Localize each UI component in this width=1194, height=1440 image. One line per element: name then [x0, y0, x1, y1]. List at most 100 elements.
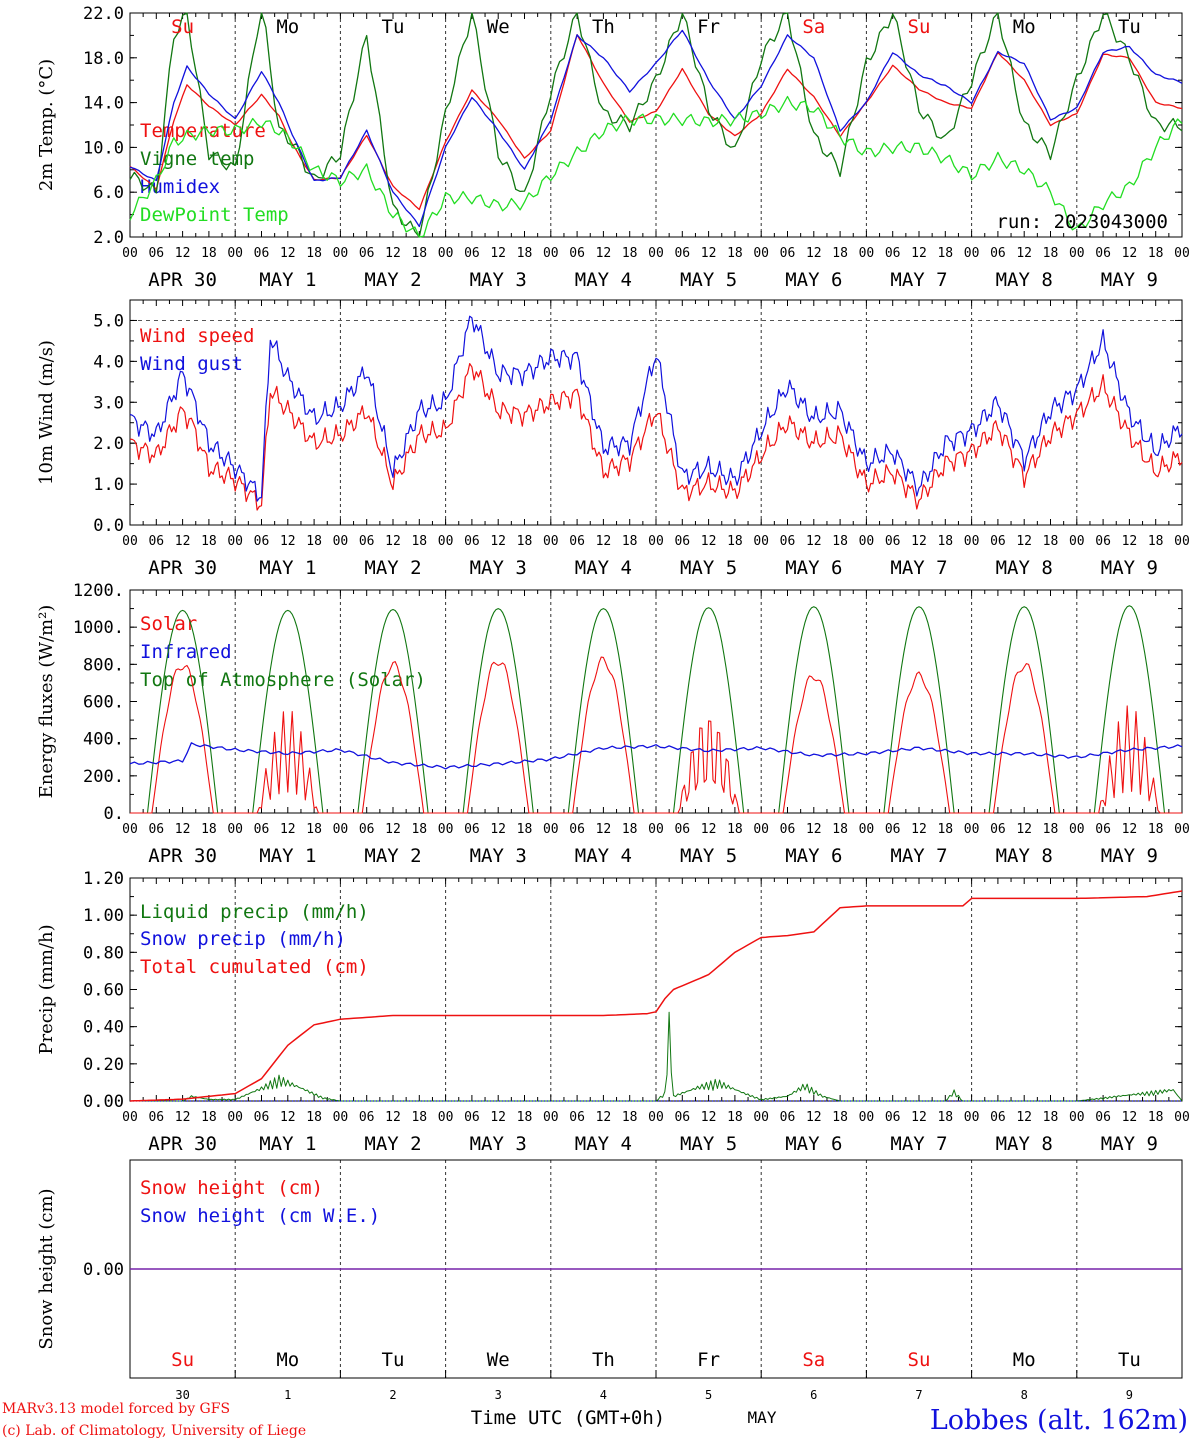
hour-tick-label: 12: [1016, 246, 1032, 261]
series-infrared: [129, 742, 1183, 770]
hour-tick-label: 18: [517, 1110, 533, 1125]
y-tick-label: 4.0: [93, 352, 124, 372]
hour-tick-label: 12: [701, 822, 717, 837]
date-label: MAY 1: [259, 845, 316, 867]
hour-tick-label: 12: [596, 534, 612, 549]
y-tick-label: 1.20: [83, 869, 124, 889]
date-label: MAY 3: [470, 1133, 527, 1155]
hour-tick-label: 00: [753, 1110, 769, 1125]
hour-tick-label: 12: [175, 1110, 191, 1125]
hour-tick-label: 00: [438, 246, 454, 261]
hour-tick-label: 06: [569, 1110, 585, 1125]
y-axis-title: 10m Wind (m/s): [36, 340, 57, 485]
date-label: MAY 4: [575, 557, 632, 579]
date-label: MAY 1: [259, 557, 316, 579]
hour-tick-label: 06: [674, 534, 690, 549]
hour-tick-label: 00: [964, 822, 980, 837]
hour-tick-label: 00: [1174, 246, 1190, 261]
hour-tick-label: 00: [543, 534, 559, 549]
hour-tick-label: 18: [1043, 534, 1059, 549]
hour-tick-label: 00: [1069, 246, 1085, 261]
hour-tick-label: 00: [859, 534, 875, 549]
weekday-label: Mo: [1013, 16, 1036, 38]
date-label: MAY 7: [890, 269, 947, 291]
legend-wind_speed: Wind speed: [140, 325, 254, 347]
hour-tick-label: 18: [517, 246, 533, 261]
hour-tick-label: 06: [359, 534, 375, 549]
hour-tick-label: 00: [227, 246, 243, 261]
hour-tick-label: 06: [990, 246, 1006, 261]
hour-tick-label: 06: [885, 534, 901, 549]
hour-tick-label: 12: [490, 822, 506, 837]
weekday-label: Th: [592, 16, 615, 38]
weekday-label: Mo: [276, 16, 299, 38]
hour-tick-label: 12: [701, 534, 717, 549]
hour-tick-label: 06: [1095, 246, 1111, 261]
credit-line-1: MARv3.13 model forced by GFS: [2, 1401, 230, 1417]
date-label: MAY 7: [890, 845, 947, 867]
hour-tick-label: 06: [254, 534, 270, 549]
hour-tick-label: 06: [254, 822, 270, 837]
day-number: 5: [705, 1388, 712, 1402]
hour-tick-label: 00: [1069, 822, 1085, 837]
day-number: 2: [389, 1388, 396, 1402]
legend-cumulated: Total cumulated (cm): [140, 956, 369, 978]
hour-tick-label: 00: [648, 1110, 664, 1125]
date-label: APR 30: [148, 557, 217, 579]
hour-tick-label: 00: [1069, 534, 1085, 549]
hour-tick-label: 12: [490, 246, 506, 261]
hour-tick-label: 06: [464, 1110, 480, 1125]
hour-tick-label: 06: [464, 534, 480, 549]
day-number: 30: [175, 1388, 189, 1402]
hour-tick-label: 18: [1148, 822, 1164, 837]
hour-tick-label: 00: [227, 534, 243, 549]
panel-2: [129, 299, 1183, 526]
hour-tick-label: 12: [385, 822, 401, 837]
hour-tick-label: 18: [832, 246, 848, 261]
series-temperature: [129, 34, 1183, 211]
date-label: APR 30: [148, 1133, 217, 1155]
hour-tick-label: 18: [306, 246, 322, 261]
weekday-label: We: [487, 1349, 510, 1371]
y-tick-label: 2.0: [93, 228, 124, 248]
y-tick-label: 0.00: [83, 1260, 124, 1280]
hour-tick-label: 12: [175, 534, 191, 549]
hour-tick-label: 18: [937, 534, 953, 549]
hour-tick-label: 18: [411, 246, 427, 261]
hour-tick-label: 06: [990, 1110, 1006, 1125]
hour-tick-label: 12: [1122, 822, 1138, 837]
hour-tick-label: 18: [937, 1110, 953, 1125]
hour-tick-label: 18: [306, 1110, 322, 1125]
hour-tick-label: 00: [333, 534, 349, 549]
hour-tick-label: 06: [780, 534, 796, 549]
hour-tick-label: 12: [1016, 534, 1032, 549]
series-wind_gust: [129, 315, 1183, 502]
date-label: MAY 8: [996, 269, 1053, 291]
hour-tick-label: 06: [148, 246, 164, 261]
x-axis-title: Time UTC (GMT+0h): [471, 1407, 665, 1429]
hour-tick-label: 00: [753, 822, 769, 837]
series-dewpoint: [129, 95, 1183, 238]
hour-tick-label: 06: [885, 246, 901, 261]
day-number: 6: [810, 1388, 817, 1402]
hour-tick-label: 00: [227, 1110, 243, 1125]
hour-tick-label: 06: [254, 246, 270, 261]
hour-tick-label: 18: [201, 534, 217, 549]
series-wind_speed: [129, 363, 1183, 511]
hour-tick-label: 12: [175, 246, 191, 261]
y-tick-label: 1000.: [73, 618, 124, 638]
weekday-label: Tu: [1118, 1349, 1141, 1371]
hour-tick-label: 18: [1148, 1110, 1164, 1125]
hour-tick-label: 00: [753, 246, 769, 261]
hour-tick-label: 18: [622, 822, 638, 837]
date-label: MAY 8: [996, 845, 1053, 867]
hour-tick-label: 12: [280, 1110, 296, 1125]
date-label: MAY 6: [785, 1133, 842, 1155]
y-tick-label: 22.0: [83, 4, 124, 24]
hour-tick-label: 06: [780, 822, 796, 837]
hour-tick-label: 12: [385, 246, 401, 261]
hour-tick-label: 18: [1148, 246, 1164, 261]
hour-tick-label: 00: [122, 534, 138, 549]
hour-tick-label: 06: [464, 246, 480, 261]
hour-tick-label: 06: [674, 822, 690, 837]
